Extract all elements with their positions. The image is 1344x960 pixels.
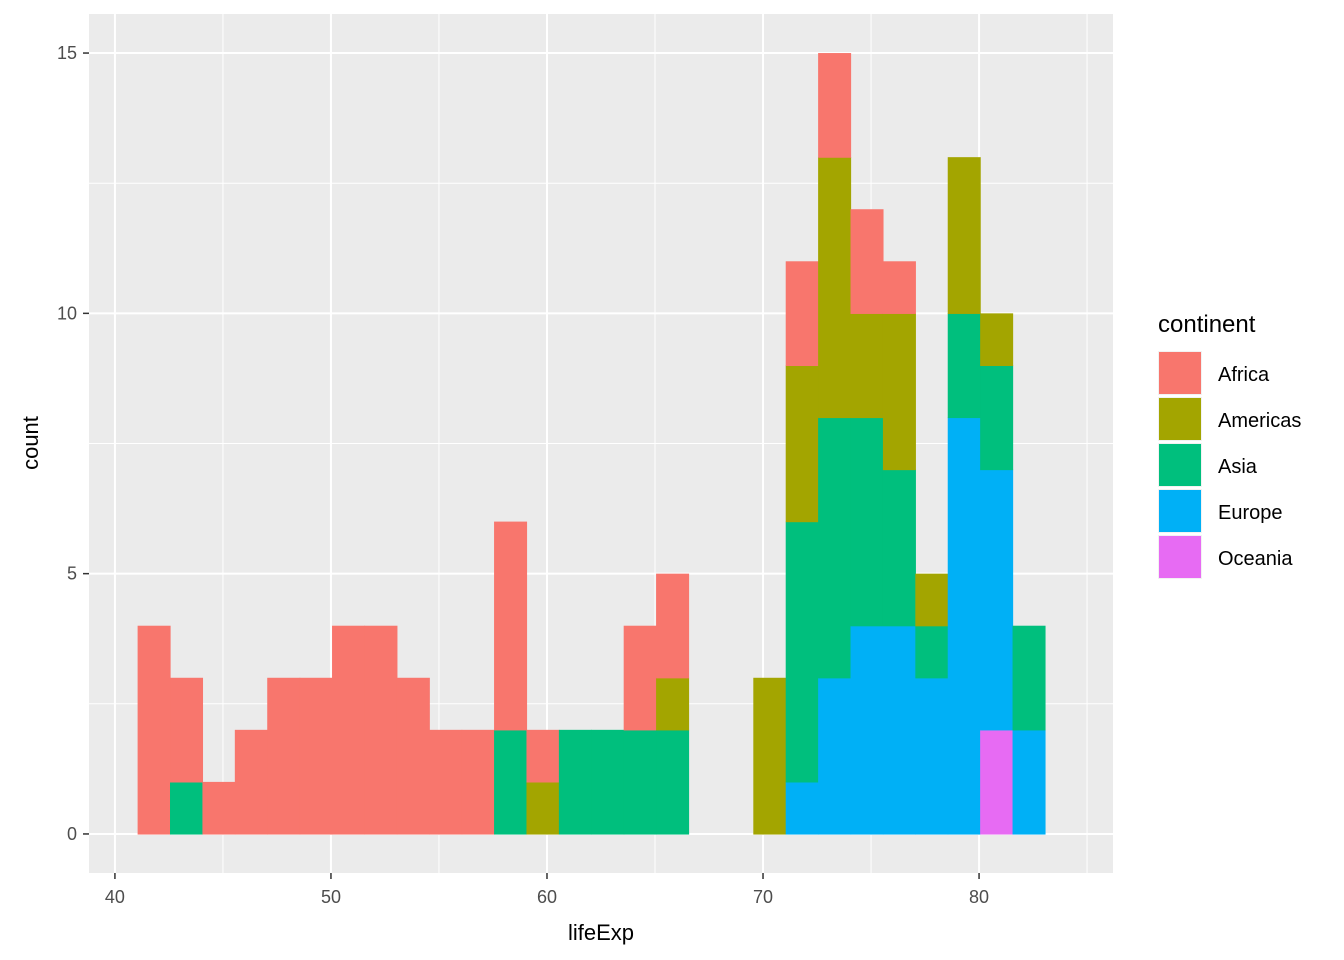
legend-label-oceania: Oceania	[1218, 548, 1293, 570]
x-axis-title: lifeExp	[568, 920, 634, 945]
legend-key-asia	[1159, 444, 1201, 486]
bar-segment-asia	[882, 469, 916, 627]
bar-segment-americas	[915, 573, 949, 627]
bar-segment-africa	[396, 677, 430, 835]
x-tick-label: 70	[753, 887, 773, 907]
legend-key-americas	[1159, 398, 1201, 440]
bar-segment-africa	[494, 521, 528, 731]
legend-label-europe: Europe	[1218, 502, 1283, 524]
bar-segment-asia	[850, 417, 884, 627]
legend-label-asia: Asia	[1218, 456, 1258, 478]
bar-segment-africa	[299, 677, 333, 835]
bar-segment-americas	[947, 157, 981, 314]
bar-segment-africa	[137, 625, 171, 835]
bar-segment-africa	[656, 573, 690, 679]
bar-segment-africa	[461, 729, 495, 835]
bar-segment-americas	[656, 677, 690, 731]
x-tick-label: 50	[321, 887, 341, 907]
bar-segment-asia	[623, 729, 657, 835]
bar-segment-europe	[980, 469, 1014, 731]
bar-segment-americas	[882, 313, 916, 471]
bar-segment-americas	[818, 157, 852, 419]
legend: continent Africa Americas Asia Europe Oceani…	[1158, 311, 1301, 579]
x-tick-label: 60	[537, 887, 557, 907]
bar-segment-asia	[558, 729, 592, 835]
bar-segment-americas	[526, 781, 560, 835]
bar-segment-europe	[947, 417, 981, 835]
x-axis-ticks: 40 50 60 70 80	[105, 873, 989, 907]
bar-segment-africa	[882, 261, 916, 314]
bar-segment-africa	[364, 625, 398, 835]
bar-segment-asia	[656, 729, 690, 835]
legend-key-oceania	[1159, 536, 1201, 578]
bar-segment-asia	[1012, 625, 1046, 731]
bar-segment-europe	[850, 625, 884, 835]
y-tick-label: 15	[57, 43, 77, 63]
bar-segment-europe	[818, 677, 852, 835]
bar-segment-africa	[818, 53, 852, 158]
bars	[137, 53, 1046, 835]
bar-segment-asia	[591, 729, 625, 835]
bar-segment-asia	[818, 417, 852, 679]
bar-segment-europe	[882, 625, 916, 835]
bar-segment-asia	[980, 365, 1014, 471]
legend-key-africa	[1159, 352, 1201, 394]
bar-segment-africa	[429, 729, 463, 835]
bar-segment-asia	[915, 625, 949, 679]
bar-segment-europe	[785, 781, 819, 835]
legend-label-africa: Africa	[1218, 364, 1270, 386]
y-tick-label: 5	[67, 564, 77, 584]
bar-segment-asia	[947, 313, 981, 419]
bar-segment-americas	[980, 313, 1014, 367]
bar-segment-africa	[332, 625, 366, 835]
x-tick-label: 80	[969, 887, 989, 907]
legend-label-americas: Americas	[1218, 410, 1301, 432]
y-tick-label: 0	[67, 824, 77, 844]
bar-segment-asia	[785, 521, 819, 783]
x-tick-label: 40	[105, 887, 125, 907]
y-axis-ticks: 0 5 10 15	[57, 43, 89, 844]
bar-segment-africa	[850, 209, 884, 314]
legend-key-europe	[1159, 490, 1201, 532]
y-axis-title: count	[18, 416, 43, 470]
bar-segment-americas	[753, 677, 787, 835]
bar-segment-asia	[170, 781, 204, 835]
bar-segment-europe	[915, 677, 949, 835]
bar-segment-africa	[526, 729, 560, 783]
y-tick-label: 10	[57, 303, 77, 323]
legend-title: continent	[1158, 311, 1256, 338]
bar-segment-africa	[623, 625, 657, 731]
bar-segment-africa	[785, 261, 819, 367]
bar-segment-americas	[850, 313, 884, 419]
bar-segment-africa	[202, 781, 236, 835]
bar-segment-asia	[494, 729, 528, 835]
bar-segment-africa	[267, 677, 301, 835]
bar-segment-americas	[785, 365, 819, 523]
bar-segment-oceania	[980, 729, 1014, 835]
bar-segment-europe	[1012, 729, 1046, 835]
bar-segment-africa	[170, 677, 204, 783]
bar-segment-africa	[234, 729, 268, 835]
